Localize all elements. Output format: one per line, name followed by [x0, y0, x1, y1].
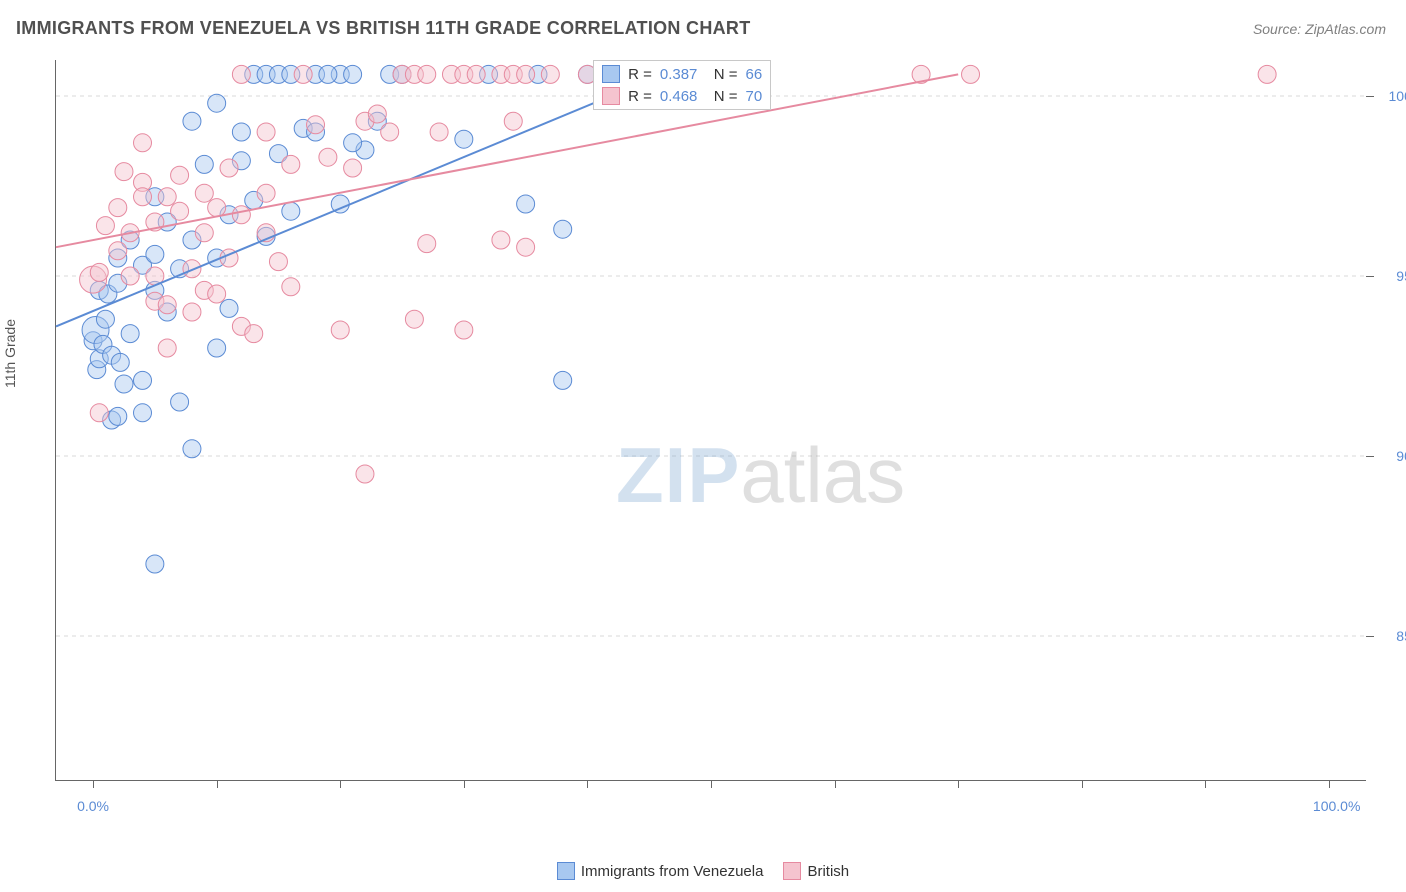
legend-row: R = 0.387 N = 66: [602, 65, 762, 83]
legend-swatch: [602, 65, 620, 83]
source-label: Source: ZipAtlas.com: [1253, 21, 1386, 37]
y-tick-label: 85.0%: [1376, 628, 1406, 644]
y-tick-label: 100.0%: [1376, 88, 1406, 104]
trend-line: [56, 85, 637, 326]
legend-swatch: [783, 862, 801, 880]
legend-swatch: [602, 87, 620, 105]
legend-item: British: [783, 862, 849, 880]
chart-title: IMMIGRANTS FROM VENEZUELA VS BRITISH 11T…: [16, 18, 751, 39]
x-tick-label: 0.0%: [77, 798, 109, 814]
legend-swatch: [557, 862, 575, 880]
series-legend: Immigrants from Venezuela British: [0, 862, 1406, 880]
legend-item: Immigrants from Venezuela: [557, 862, 764, 880]
chart-trendlines: [56, 60, 1366, 780]
trend-line: [56, 74, 958, 247]
legend-row: R = 0.468 N = 70: [602, 87, 762, 105]
y-axis-label: 11th Grade: [2, 319, 18, 388]
y-tick-label: 95.0%: [1376, 268, 1406, 284]
x-tick-label: 100.0%: [1313, 798, 1360, 814]
y-tick-label: 90.0%: [1376, 448, 1406, 464]
stats-legend: R = 0.387 N = 66 R = 0.468 N = 70: [593, 60, 771, 110]
plot-area: ZIPatlas R = 0.387 N = 66 R = 0.468 N = …: [55, 60, 1366, 781]
